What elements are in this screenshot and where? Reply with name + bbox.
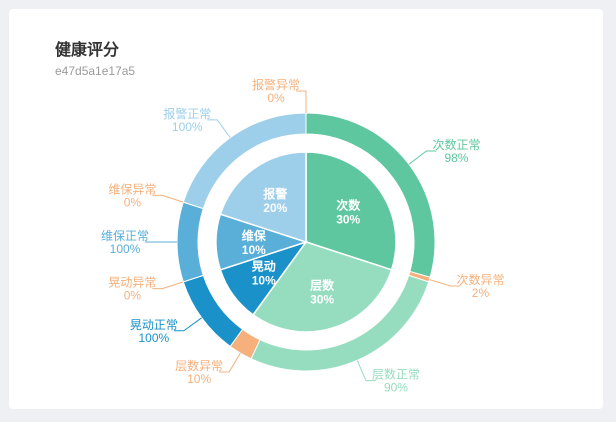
outer-slice-label-3: 层数异常 <box>175 358 223 373</box>
outer-slice-label-2: 层数正常 <box>372 367 420 382</box>
device-id: e47d5a1e17a5 <box>55 64 136 78</box>
inner-slice-value-1: 30% <box>310 293 334 307</box>
outer-label-line-3 <box>219 352 241 373</box>
outer-slice-label-0: 次数正常 <box>432 137 480 152</box>
outer-label-line-1 <box>429 279 461 287</box>
outer-slice-label-8: 报警正常 <box>163 106 211 121</box>
outer-label-line-9 <box>296 90 307 113</box>
inner-slice-label-1: 层数 <box>310 278 335 293</box>
outer-slice-label-4: 晃动正常 <box>130 318 178 332</box>
inner-slice-value-0: 30% <box>336 212 360 226</box>
inner-slice-value-2: 10% <box>252 274 276 288</box>
outer-slice-label-6: 维保正常 <box>101 229 149 243</box>
outer-slice-value-9: 0% <box>267 91 285 105</box>
outer-slice-value-1: 2% <box>472 286 490 300</box>
outer-slice-label-1: 次数异常 <box>456 272 504 287</box>
outer-slice-value-7: 0% <box>124 195 142 209</box>
outer-slice-label-9: 报警异常 <box>252 77 300 92</box>
outer-slice-value-6: 100% <box>110 242 141 256</box>
card-title: 健康评分 <box>55 42 120 59</box>
inner-slice-label-3: 维保 <box>242 228 267 243</box>
outer-label-line-5 <box>152 281 184 290</box>
outer-slice-label-7: 维保异常 <box>108 182 156 196</box>
outer-label-line-2 <box>356 360 376 382</box>
inner-slice-value-4: 20% <box>263 201 287 215</box>
inner-slice-label-2: 晃动 <box>251 260 276 274</box>
inner-slice-1[interactable] <box>252 241 393 333</box>
outer-label-line-0 <box>408 150 437 165</box>
outer-slice-value-5: 0% <box>124 289 142 303</box>
inner-slice-label-4: 报警 <box>263 186 287 201</box>
outer-label-line-4 <box>173 317 202 332</box>
outer-slice-label-5: 晃动异常 <box>108 276 156 290</box>
outer-slice-value-3: 10% <box>187 372 211 386</box>
outer-slice-value-4: 100% <box>138 331 169 345</box>
inner-slice-value-3: 10% <box>242 243 266 257</box>
outer-label-line-7 <box>152 194 184 203</box>
outer-slice-value-0: 98% <box>444 151 468 165</box>
outer-slice-6[interactable] <box>176 201 204 283</box>
outer-slice-value-8: 100% <box>172 120 203 134</box>
inner-slice-4[interactable] <box>219 151 307 244</box>
outer-slice-value-2: 90% <box>384 381 408 395</box>
inner-slice-label-0: 次数 <box>336 197 361 212</box>
outer-label-line-8 <box>207 119 231 138</box>
inner-slice-0[interactable] <box>305 151 397 271</box>
